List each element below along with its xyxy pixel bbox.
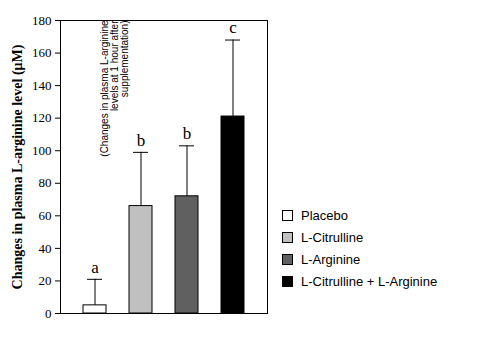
svg-text:0: 0 [45, 306, 52, 321]
svg-text:(Changes in plasma L-argininel: (Changes in plasma L-argininelevels at 1… [99, 20, 130, 157]
svg-text:b: b [137, 131, 146, 150]
html-text:L-Citrulline: L-Citrulline [301, 230, 364, 245]
svg-text:100: 100 [32, 143, 52, 158]
html-text:L-Citrulline + L-Arginine: L-Citrulline + L-Arginine [301, 274, 438, 289]
svg-text:80: 80 [39, 175, 52, 190]
html-text:L-Arginine: L-Arginine [301, 252, 361, 267]
svg-text:a: a [91, 258, 99, 277]
svg-text:40: 40 [39, 241, 52, 256]
html-text:Placebo: Placebo [301, 208, 348, 223]
svg-text:60: 60 [39, 208, 52, 223]
svg-text:140: 140 [32, 78, 52, 93]
svg-text:b: b [183, 124, 192, 143]
svg-text:Changes in plasma L-arginine l: Changes in plasma L-arginine level (μM) [10, 44, 26, 289]
svg-text:c: c [229, 18, 237, 37]
svg-text:120: 120 [32, 110, 52, 125]
svg-text:180: 180 [32, 13, 52, 28]
svg-text:20: 20 [39, 273, 52, 288]
svg-text:160: 160 [32, 45, 52, 60]
